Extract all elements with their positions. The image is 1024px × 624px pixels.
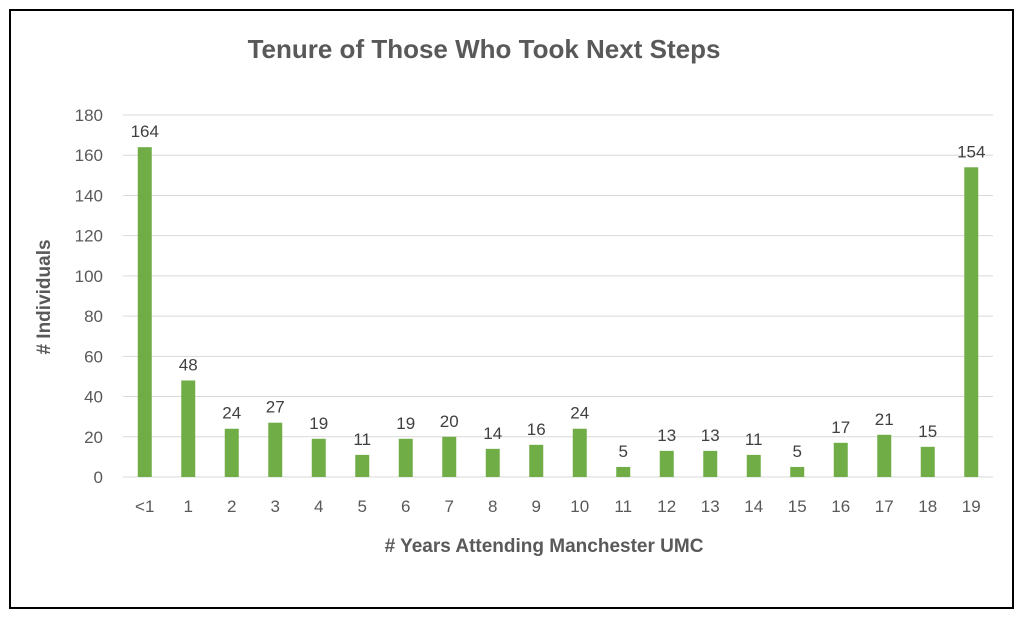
bar	[877, 434, 892, 477]
y-tick-label: 160	[75, 146, 103, 165]
data-label: 17	[831, 418, 850, 437]
data-label: 154	[957, 142, 985, 161]
y-tick-label: 60	[84, 347, 103, 366]
x-tick-label: 13	[701, 497, 720, 516]
data-label: 21	[875, 410, 894, 429]
bar	[224, 428, 239, 477]
x-tick-label: 4	[314, 497, 323, 516]
y-axis-title: # Individuals	[34, 239, 55, 354]
y-tick-label: 20	[84, 428, 103, 447]
x-tick-label: 15	[788, 497, 807, 516]
x-tick-label: 17	[875, 497, 894, 516]
data-label: 15	[918, 422, 937, 441]
x-tick-label: 9	[532, 497, 541, 516]
data-label: 14	[483, 424, 502, 443]
data-label: 16	[527, 420, 546, 439]
chart-frame	[9, 9, 1014, 609]
bar	[572, 428, 587, 477]
bar	[137, 147, 152, 477]
bar	[790, 466, 805, 477]
data-label: 13	[657, 426, 676, 445]
bar	[268, 422, 283, 477]
data-label: 19	[396, 414, 415, 433]
data-label: 24	[570, 404, 589, 423]
data-label: 11	[353, 430, 371, 449]
data-label: 20	[440, 412, 459, 431]
data-label: 11	[745, 430, 763, 449]
y-tick-label: 180	[75, 106, 103, 125]
y-tick-label: 0	[94, 468, 103, 487]
x-tick-label: 5	[358, 497, 367, 516]
x-tick-label: 2	[227, 497, 236, 516]
data-label: 164	[131, 122, 159, 141]
bar	[529, 444, 544, 477]
data-label: 5	[793, 442, 802, 461]
bar	[398, 438, 413, 477]
y-tick-label: 80	[84, 307, 103, 326]
y-axis-ticks: 0 20 40 60 80 100 120 140 160 180	[75, 106, 103, 487]
x-tick-label: 11	[614, 497, 632, 516]
y-tick-label: 120	[75, 227, 103, 246]
x-tick-label: 10	[570, 497, 589, 516]
data-label: 48	[179, 355, 198, 374]
x-tick-label: 18	[918, 497, 937, 516]
bar	[485, 448, 500, 477]
bar	[964, 167, 979, 478]
x-tick-label: <1	[135, 497, 154, 516]
bar	[616, 466, 631, 477]
data-label: 13	[701, 426, 720, 445]
gridlines	[123, 114, 993, 478]
x-tick-label: 12	[657, 497, 676, 516]
data-label: 5	[619, 442, 628, 461]
bar	[703, 450, 718, 477]
data-label: 27	[266, 398, 285, 417]
bar	[442, 436, 457, 477]
x-tick-label: 7	[445, 497, 454, 516]
bar	[746, 454, 761, 477]
y-tick-label: 40	[84, 388, 103, 407]
bar	[311, 438, 326, 477]
bar	[659, 450, 674, 477]
x-axis-title: # Years Attending Manchester UMC	[385, 536, 704, 557]
bar	[920, 446, 935, 477]
bar	[181, 380, 196, 477]
x-tick-label: 3	[271, 497, 280, 516]
x-tick-label: 16	[831, 497, 850, 516]
y-tick-label: 100	[75, 267, 103, 286]
x-tick-label: 19	[962, 497, 981, 516]
x-tick-label: 14	[744, 497, 763, 516]
data-label: 24	[222, 404, 241, 423]
x-tick-label: 1	[184, 497, 193, 516]
y-tick-label: 140	[75, 186, 103, 205]
x-tick-label: 8	[488, 497, 497, 516]
bar	[833, 442, 848, 477]
bars	[137, 147, 979, 478]
x-axis-ticks: <1 1 2 3 4 5 6 7 8 9 10 11 12 13 14 15 16 17 18 19	[135, 497, 981, 516]
data-label: 19	[309, 414, 328, 433]
chart-title: Tenure of Those Who Took Next Steps	[248, 34, 721, 64]
data-labels: 164 48 24 27 19 11 19 20 14 16 24 5 13 13 11 5 17 21 15 154	[131, 122, 986, 461]
x-tick-label: 6	[401, 497, 410, 516]
bar	[355, 454, 370, 477]
